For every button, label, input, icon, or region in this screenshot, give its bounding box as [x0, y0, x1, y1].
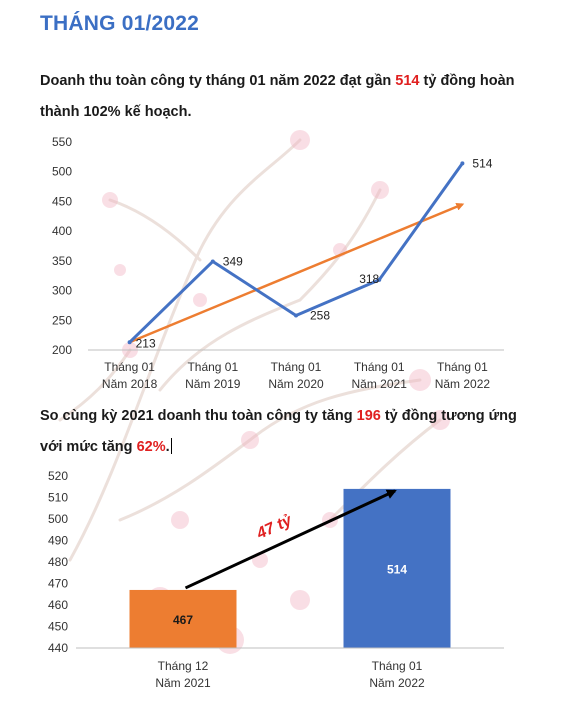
bar-y-tick-label: 480 [48, 555, 68, 569]
revenue-line-chart: 550 500 450 400 350 300 250 200 Tháng 01 Năm 2018… [52, 135, 504, 391]
line-data-point [460, 161, 465, 166]
line-x-tick-label: Năm 2019 [185, 377, 241, 391]
text-cursor [170, 438, 172, 454]
line-y-tick-label: 450 [52, 194, 72, 208]
revenue-bar-chart: 520 510 500 490 480 470 460 450 440 467 514 Tháng 1… [48, 469, 504, 690]
line-y-tick-label: 350 [52, 254, 72, 268]
line-y-tick-label: 200 [52, 343, 72, 357]
bar-y-tick-label: 490 [48, 534, 68, 548]
bar-y-tick-label: 460 [48, 598, 68, 612]
summary-paragraph-2: So cùng kỳ 2021 doanh thu toàn công ty t… [40, 401, 540, 463]
line-data-point [294, 313, 298, 318]
bar-y-tick-label: 450 [48, 620, 68, 634]
bar-x-tick-label: Tháng 12 [158, 659, 209, 673]
revenue-bar [343, 488, 451, 648]
bar-y-tick-label: 470 [48, 577, 68, 591]
line-y-tick-label: 550 [52, 135, 72, 149]
line-data-point [127, 340, 132, 345]
para1-text-before: Doanh thu toàn công ty tháng 01 năm 2022… [40, 73, 396, 89]
line-y-tick-label: 300 [52, 284, 72, 298]
line-data-point [210, 259, 215, 264]
line-data-point [377, 277, 382, 282]
line-data-label: 514 [472, 156, 492, 170]
line-y-tick-label: 250 [52, 313, 72, 327]
line-data-label: 349 [223, 254, 243, 268]
line-x-tick-label: Năm 2018 [102, 377, 158, 391]
bar-y-tick-label: 520 [48, 469, 68, 483]
line-y-tick-label: 400 [52, 224, 72, 238]
bar-y-tick-label: 440 [48, 641, 68, 655]
para2-highlight-2: 62% [136, 439, 166, 455]
line-x-tick-label: Năm 2022 [435, 377, 491, 391]
line-data-label: 318 [359, 272, 379, 286]
line-x-tick-label: Tháng 01 [104, 360, 155, 374]
para2-text-after: . [165, 439, 170, 455]
bar-data-label: 467 [173, 613, 193, 627]
bar-x-tick-label: Năm 2022 [369, 676, 425, 690]
para1-text-after: tỷ đồng hoàn thành 102% kế hoạch. [40, 73, 515, 120]
line-y-tick-label: 500 [52, 165, 72, 179]
line-x-tick-label: Tháng 01 [437, 360, 488, 374]
growth-arrow [184, 489, 397, 590]
para2-text-before: So cùng kỳ 2021 doanh thu toàn công ty t… [40, 408, 357, 424]
line-data-label: 258 [310, 309, 330, 323]
line-x-tick-label: Tháng 01 [271, 360, 322, 374]
line-x-tick-label: Năm 2020 [268, 377, 324, 391]
line-data-label: 213 [136, 336, 156, 350]
para1-highlight: 514 [395, 73, 420, 89]
revenue-bar [129, 589, 237, 648]
bar-x-tick-label: Tháng 01 [372, 659, 423, 673]
line-x-tick-label: Tháng 01 [354, 360, 405, 374]
para2-highlight: 196 [356, 408, 381, 424]
bar-y-tick-label: 500 [48, 512, 68, 526]
line-x-tick-label: Năm 2021 [352, 377, 408, 391]
page-title: THÁNG 01/2022 [40, 12, 200, 35]
bar-x-tick-label: Năm 2021 [155, 676, 211, 690]
para2-text-middle: tỷ đồng tương ứng với mức tăng [40, 408, 517, 455]
line-x-tick-label: Tháng 01 [187, 360, 238, 374]
bar-data-label: 514 [387, 562, 407, 576]
summary-paragraph-1: Doanh thu toàn công ty tháng 01 năm 2022… [40, 66, 540, 128]
bar-y-tick-label: 510 [48, 491, 68, 505]
trend-arrow [129, 203, 465, 344]
